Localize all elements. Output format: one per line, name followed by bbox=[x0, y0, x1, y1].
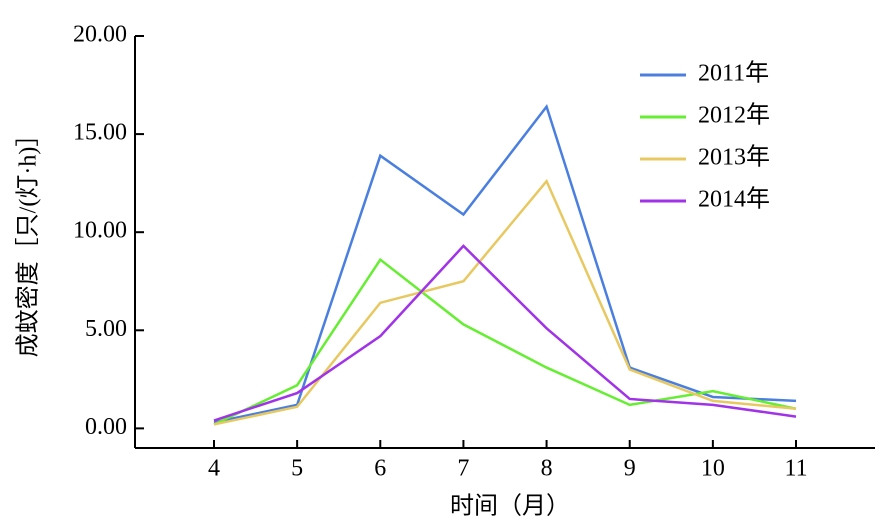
x-tick-label: 11 bbox=[784, 456, 807, 482]
x-axis-label: 时间（月） bbox=[450, 493, 570, 520]
series-line bbox=[213, 257, 797, 426]
x-tick-label: 7 bbox=[457, 456, 469, 482]
legend-label: 2014年 bbox=[698, 186, 770, 213]
x-tick-label: 8 bbox=[541, 456, 553, 482]
y-tick-label: 15.00 bbox=[73, 120, 127, 146]
x-tick-label: 9 bbox=[624, 456, 636, 482]
y-tick-label: 0.00 bbox=[85, 414, 127, 440]
x-tick-label: 10 bbox=[701, 456, 725, 482]
series-line bbox=[213, 178, 797, 426]
legend-label: 2012年 bbox=[698, 102, 770, 129]
legend-label: 2011年 bbox=[698, 60, 769, 87]
y-tick-label: 20.00 bbox=[73, 22, 127, 48]
y-tick-label: 5.00 bbox=[85, 316, 127, 342]
x-tick-label: 5 bbox=[291, 456, 303, 482]
series-line bbox=[213, 244, 797, 422]
x-tick-label: 6 bbox=[374, 456, 386, 482]
legend-label: 2013年 bbox=[698, 144, 770, 171]
x-tick-label: 4 bbox=[208, 456, 220, 482]
y-tick-label: 10.00 bbox=[73, 218, 127, 244]
y-axis-label: 成蚊密度［只/(灯·h)］ bbox=[15, 123, 42, 358]
